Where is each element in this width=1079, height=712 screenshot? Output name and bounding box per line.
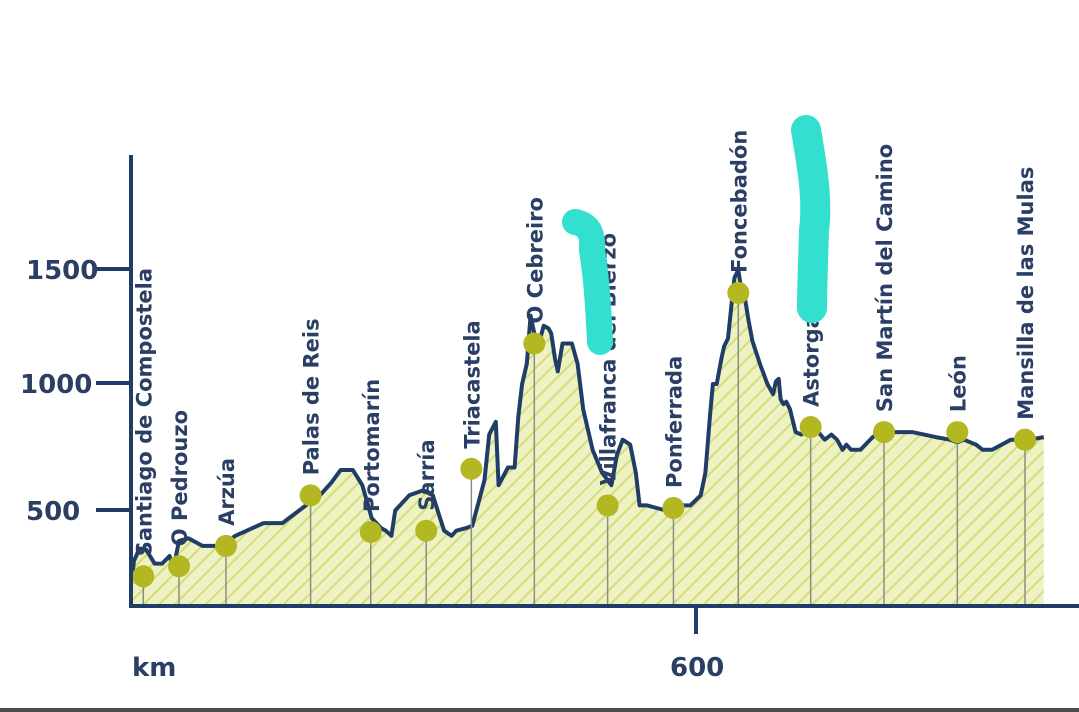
elevation-area-layer [132,268,1045,606]
highlighter-mark-left [562,209,613,355]
stop-marker [662,496,685,519]
stop-label: Portomarín [360,379,384,512]
stop-label: Astorga [800,314,824,407]
stop-label: Ponferrada [662,356,686,488]
bottom-border [0,708,1079,712]
stop-marker [1014,428,1036,451]
stop-marker [168,555,190,578]
stop-marker [523,332,546,355]
stop-label: Santiago de Compostela [132,268,156,556]
stop-label: Triacastela [460,320,484,449]
stop-label: San Martín del Camino [873,144,897,412]
stop-label: Arzúa [215,458,239,526]
stop-label: O Pedrouzo [168,410,192,546]
stop-label: Sarría [415,439,439,510]
highlighter-mark-right [791,115,831,323]
stop-label: Palas de Reis [300,318,324,475]
stop-marker [132,565,155,588]
stop-label: Foncebadón [727,130,751,273]
x-axis-unit-label: km [132,653,176,683]
stop-marker [299,484,322,507]
stop-marker [460,457,483,480]
stop-marker [359,521,382,544]
stop-label: Mansilla de las Mulas [1014,167,1038,420]
y-tick-label-1500: 1500 [26,256,98,286]
stops-layer: Santiago de Compostela O Pedrouzo Arzúa Pal… [132,130,1038,606]
stop-label: O Cebreiro [523,197,547,323]
stop-marker [596,494,619,517]
stop-marker [215,534,237,557]
y-tick-label-1000: 1000 [20,370,92,400]
x-tick-label-600: 600 [670,653,724,683]
stop-label: León [946,355,970,412]
stop-marker [727,281,750,304]
stop-marker [799,416,822,439]
stop-marker [946,421,969,444]
stop-marker [415,519,438,542]
y-tick-label-500: 500 [26,497,80,527]
stop-marker [873,421,895,444]
elevation-profile-line [132,268,1045,580]
